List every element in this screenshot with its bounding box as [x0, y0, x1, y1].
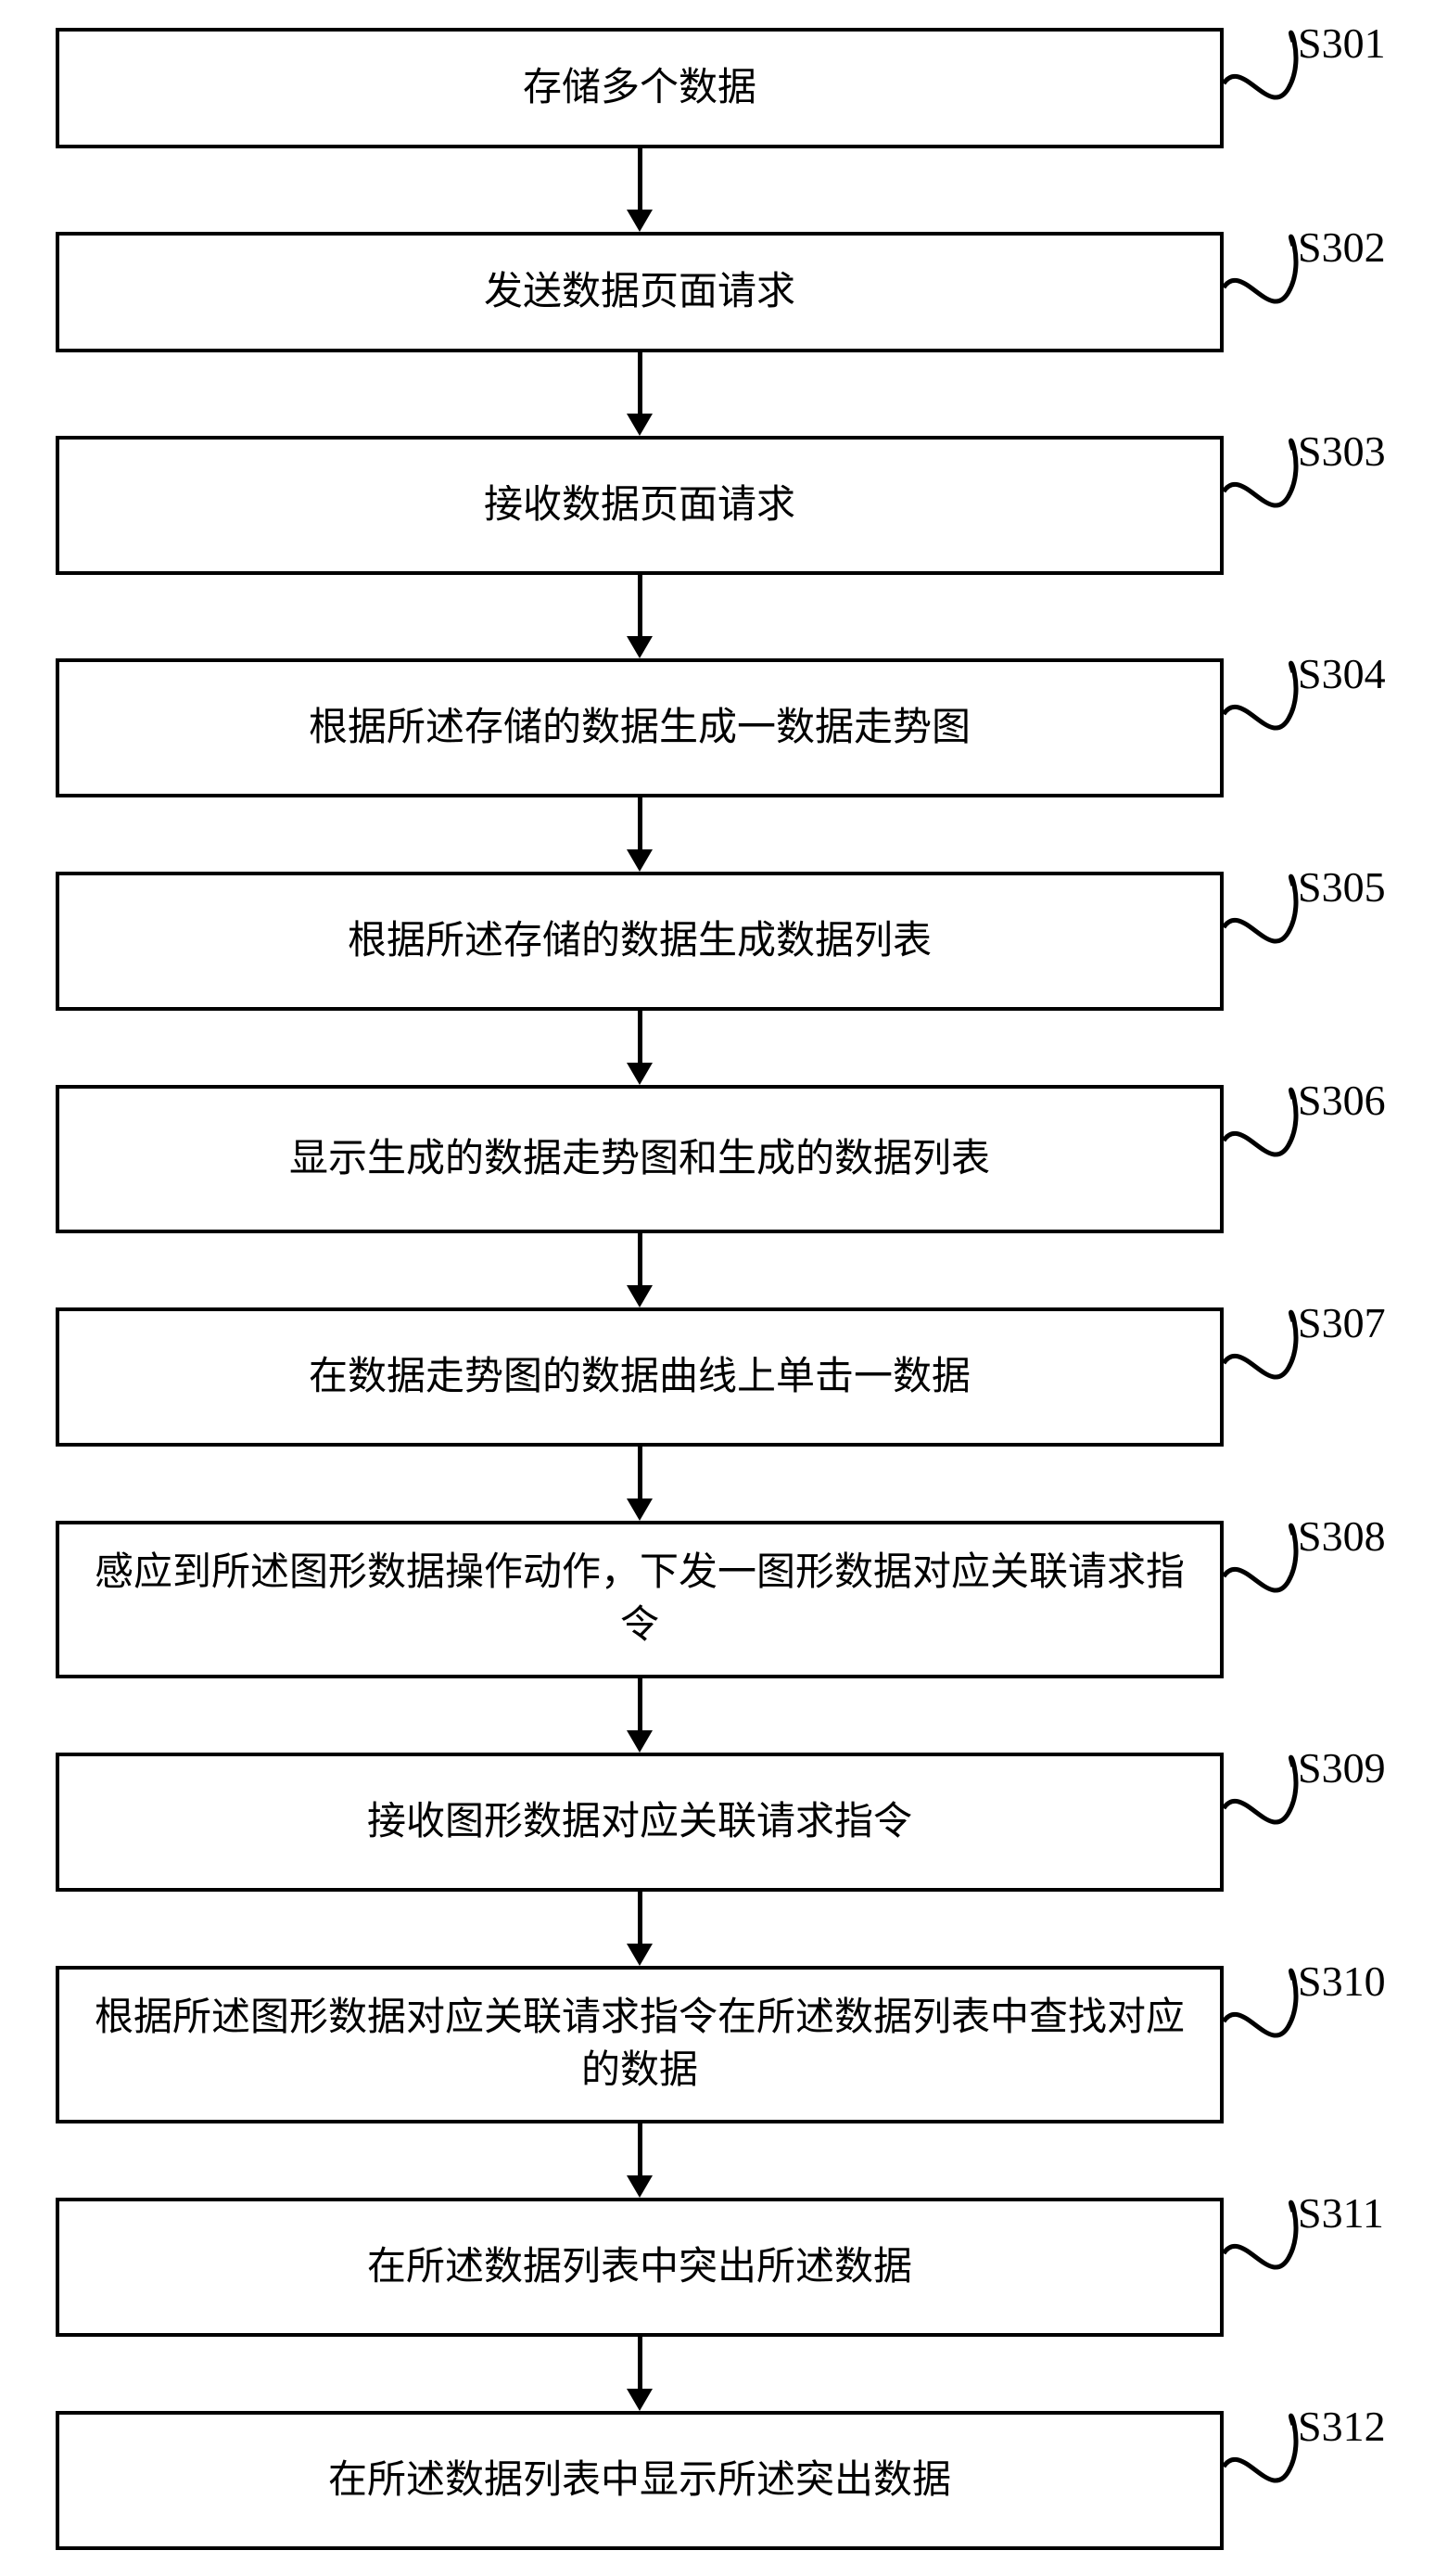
- flow-step-text: 发送数据页面请求: [484, 266, 795, 319]
- flow-step-label-s301: S301: [1298, 19, 1386, 68]
- flow-step-s307: 在数据走势图的数据曲线上单击一数据: [56, 1307, 1224, 1447]
- flow-arrow-head: [627, 849, 653, 872]
- flow-step-label-s312: S312: [1298, 2402, 1386, 2451]
- flow-step-label-s310: S310: [1298, 1957, 1386, 2006]
- flow-arrow: [638, 1678, 642, 1732]
- flow-step-text: 在数据走势图的数据曲线上单击一数据: [309, 1351, 971, 1404]
- flow-step-label-s307: S307: [1298, 1298, 1386, 1347]
- flow-step-text: 在所述数据列表中突出所述数据: [367, 2241, 912, 2294]
- flow-step-label-s311: S311: [1298, 2188, 1384, 2238]
- flow-arrow-head: [627, 1498, 653, 1521]
- flow-step-s312: 在所述数据列表中显示所述突出数据: [56, 2411, 1224, 2550]
- flow-arrow: [638, 2337, 642, 2391]
- flow-step-text: 接收图形数据对应关联请求指令: [367, 1796, 912, 1849]
- flow-arrow: [638, 352, 642, 415]
- flow-step-text: 根据所述存储的数据生成数据列表: [348, 915, 932, 968]
- flow-arrow-head: [627, 1730, 653, 1753]
- flow-step-s306: 显示生成的数据走势图和生成的数据列表: [56, 1085, 1224, 1233]
- flow-step-s308: 感应到所述图形数据操作动作，下发一图形数据对应关联请求指令: [56, 1521, 1224, 1678]
- flow-arrow: [638, 148, 642, 211]
- flow-arrow-head: [627, 1944, 653, 1966]
- flow-step-label-s303: S303: [1298, 427, 1386, 476]
- flow-arrow: [638, 1447, 642, 1500]
- flow-arrow: [638, 2123, 642, 2177]
- flow-arrow-head: [627, 2389, 653, 2411]
- flow-step-s303: 接收数据页面请求: [56, 436, 1224, 575]
- flow-step-text: 在所述数据列表中显示所述突出数据: [328, 2455, 951, 2507]
- flow-step-s301: 存储多个数据: [56, 28, 1224, 148]
- flow-arrow: [638, 575, 642, 638]
- flow-step-s305: 根据所述存储的数据生成数据列表: [56, 872, 1224, 1011]
- flow-step-s311: 在所述数据列表中突出所述数据: [56, 2198, 1224, 2337]
- flowchart-canvas: 存储多个数据 S301 发送数据页面请求 S302 接收数据页面请求 S303 根据所述存储…: [0, 0, 1435, 2576]
- flow-arrow: [638, 797, 642, 851]
- flow-step-s309: 接收图形数据对应关联请求指令: [56, 1753, 1224, 1892]
- flow-step-text: 根据所述图形数据对应关联请求指令在所述数据列表中查找对应的数据: [78, 1992, 1201, 2097]
- flow-step-label-s305: S305: [1298, 862, 1386, 912]
- flow-arrow: [638, 1011, 642, 1065]
- flow-step-s302: 发送数据页面请求: [56, 232, 1224, 352]
- flow-arrow-head: [627, 636, 653, 658]
- flow-step-label-s304: S304: [1298, 649, 1386, 698]
- flow-arrow-head: [627, 1063, 653, 1085]
- flow-step-label-s308: S308: [1298, 1511, 1386, 1561]
- flow-step-label-s306: S306: [1298, 1076, 1386, 1125]
- flow-step-label-s309: S309: [1298, 1743, 1386, 1792]
- flow-step-s310: 根据所述图形数据对应关联请求指令在所述数据列表中查找对应的数据: [56, 1966, 1224, 2123]
- flow-arrow: [638, 1892, 642, 1945]
- flow-step-text: 显示生成的数据走势图和生成的数据列表: [289, 1133, 990, 1186]
- flow-step-text: 感应到所述图形数据操作动作，下发一图形数据对应关联请求指令: [78, 1547, 1201, 1651]
- flow-arrow-head: [627, 1285, 653, 1307]
- flow-step-text: 接收数据页面请求: [484, 479, 795, 532]
- flow-step-text: 存储多个数据: [523, 62, 756, 115]
- flow-arrow-head: [627, 210, 653, 232]
- flow-arrow-head: [627, 2175, 653, 2198]
- flow-step-label-s302: S302: [1298, 223, 1386, 272]
- flow-arrow-head: [627, 414, 653, 436]
- flow-step-text: 根据所述存储的数据生成一数据走势图: [309, 702, 971, 755]
- flow-step-s304: 根据所述存储的数据生成一数据走势图: [56, 658, 1224, 797]
- flow-arrow: [638, 1233, 642, 1287]
